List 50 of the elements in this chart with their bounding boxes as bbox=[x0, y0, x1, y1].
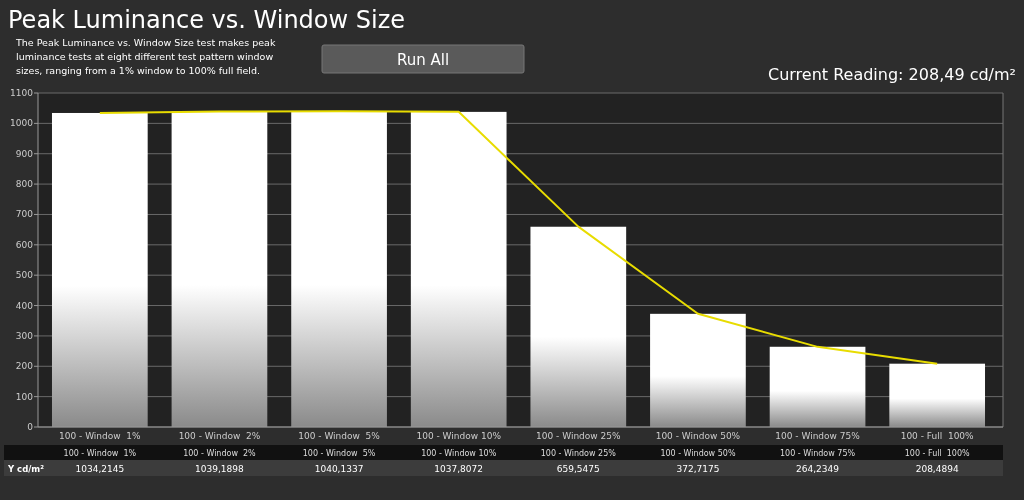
y-tick-label: 0 bbox=[27, 422, 34, 432]
data-label: 1039,1898 bbox=[195, 464, 245, 474]
category-label: 100 - Window 1% bbox=[63, 449, 137, 458]
y-tick-label: 900 bbox=[15, 148, 34, 159]
x-tick-label: 100 - Full 100% bbox=[900, 431, 975, 441]
y-tick-label: 400 bbox=[15, 300, 34, 311]
chart-title: Peak Luminance vs. Window Size bbox=[8, 6, 406, 34]
x-tick-label: 100 - Window 1% bbox=[59, 431, 142, 441]
button[interactable]: Run All bbox=[321, 44, 525, 74]
y-tick-label: 200 bbox=[15, 361, 34, 372]
y-tick-label: 1100 bbox=[10, 88, 34, 98]
data-label: 1040,1337 bbox=[314, 464, 364, 474]
x-tick-label: 100 - Window 25% bbox=[536, 431, 622, 441]
y-tick-label: 1000 bbox=[10, 118, 34, 129]
data-label: 208,4894 bbox=[915, 464, 959, 474]
line-series bbox=[98, 110, 939, 365]
category-label: 100 - Window 5% bbox=[302, 449, 376, 458]
category-label: 100 - Window 50% bbox=[660, 449, 736, 458]
category-label: 100 - Window 75% bbox=[780, 449, 856, 458]
category-label: 100 - Window 10% bbox=[421, 449, 497, 458]
bar bbox=[769, 346, 866, 427]
x-tick-label: 100 - Window 75% bbox=[775, 431, 861, 441]
y-tick-label: 700 bbox=[15, 209, 34, 220]
bar bbox=[51, 112, 148, 427]
data-label: 1037,8072 bbox=[434, 464, 484, 474]
category-label: 100 - Window 2% bbox=[183, 449, 256, 458]
y-tick-label: 600 bbox=[15, 239, 34, 250]
x-tick-label: 100 - Window 5% bbox=[298, 431, 381, 441]
category-label: 100 - Full 100% bbox=[904, 449, 970, 458]
x-tick-label: 100 - Window 2% bbox=[178, 431, 261, 441]
bar bbox=[889, 363, 986, 427]
text: Y cd/m² bbox=[7, 464, 45, 474]
y-tick-label: 500 bbox=[15, 270, 34, 281]
text: Current Reading: 208,49 cd/m² bbox=[767, 65, 1016, 84]
y-tick-label: 100 bbox=[15, 391, 34, 402]
bar bbox=[171, 111, 268, 427]
data-label: 372,7175 bbox=[676, 464, 720, 474]
data-label: 1034,2145 bbox=[75, 464, 125, 474]
y-tick-label: 800 bbox=[15, 179, 34, 190]
data-label: 264,2349 bbox=[796, 464, 840, 474]
bar bbox=[410, 111, 507, 427]
bar bbox=[291, 111, 387, 427]
x-tick-label: 100 - Window 50% bbox=[655, 431, 741, 441]
data-label: 659,5475 bbox=[556, 464, 600, 474]
bar bbox=[650, 313, 746, 427]
y-tick-label: 300 bbox=[15, 330, 34, 341]
bar bbox=[530, 226, 627, 427]
chart-subtitle: The Peak Luminance vs. Window Size test makes peak luminance tests at eight different test pattern window sizes, ranging from a 1% window to 100% full field. bbox=[15, 37, 276, 76]
category-label: 100 - Window 25% bbox=[540, 449, 616, 458]
x-tick-label: 100 - Window 10% bbox=[416, 431, 502, 441]
